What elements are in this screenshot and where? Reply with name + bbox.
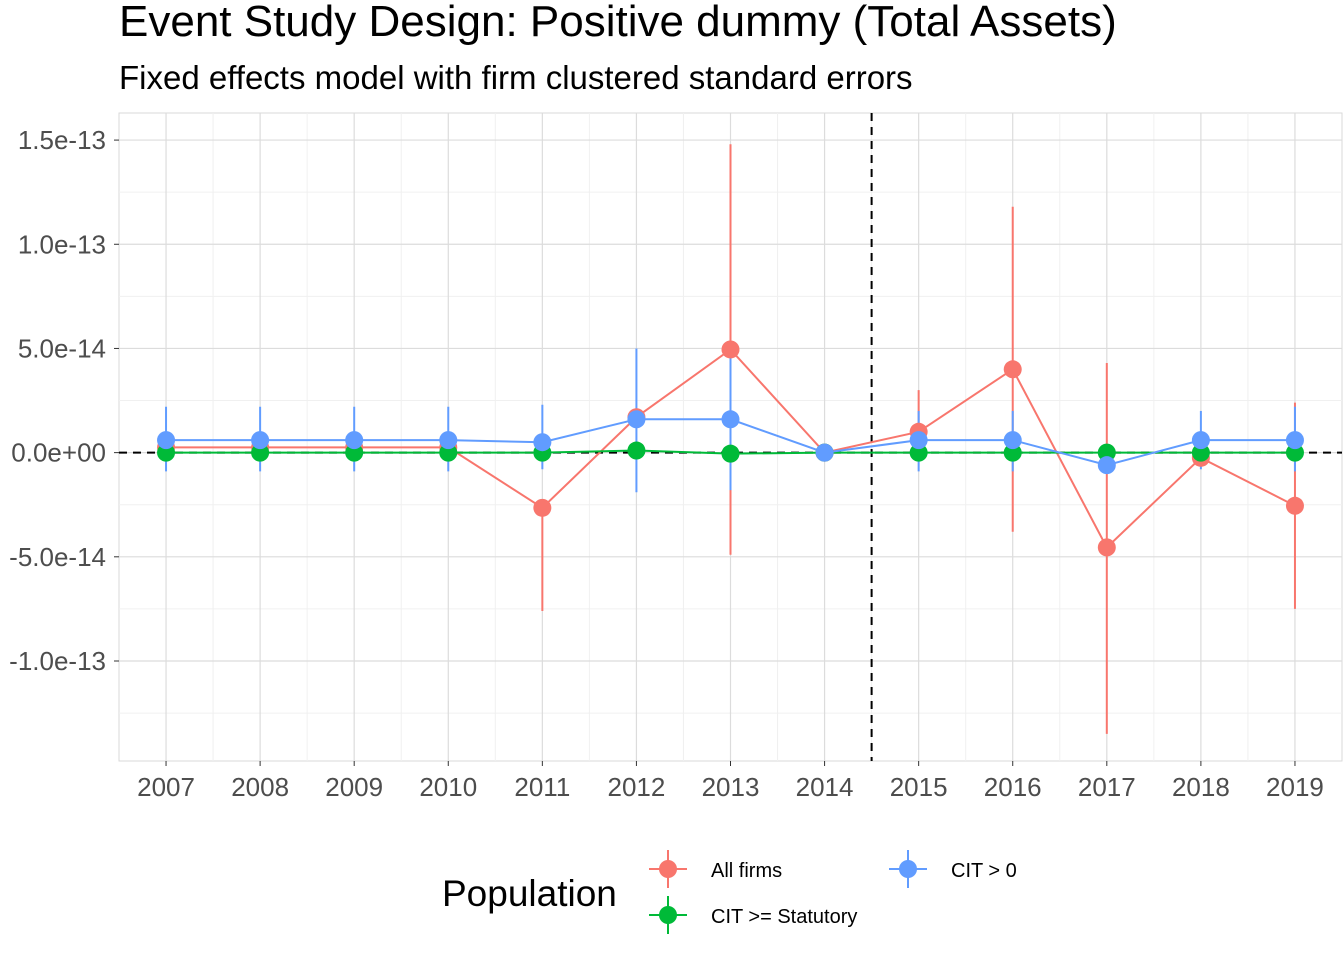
y-tick-label: 1.5e-13: [18, 125, 106, 155]
legend-title: Population: [442, 873, 617, 914]
data-point-cit-statutory: [1285, 443, 1304, 462]
x-tick-label: 2007: [137, 772, 195, 802]
series-points: [157, 340, 1304, 557]
plot-panel: [118, 112, 1343, 762]
data-point-cit-0: [157, 431, 176, 450]
legend-key-point: [659, 860, 677, 878]
data-point-cit-0: [1003, 431, 1022, 450]
data-point-cit-statutory: [909, 443, 928, 462]
data-point-all-firms: [1003, 360, 1022, 379]
x-tick-label: 2014: [796, 772, 854, 802]
data-point-cit-statutory: [345, 443, 364, 462]
legend-key-point: [659, 906, 677, 924]
data-point-cit-statutory: [157, 443, 176, 462]
chart-subtitle: Fixed effects model with firm clustered …: [119, 59, 913, 96]
legend-item-cit-0: CIT > 0: [889, 850, 1017, 888]
legend-label: All firms: [711, 860, 782, 882]
legend-key-point: [899, 860, 917, 878]
x-tick-label: 2010: [419, 772, 477, 802]
data-point-cit-0: [627, 410, 646, 429]
y-axis: 1.5e-13 1.0e-13 5.0e-14 0.0e+00 -5.0e-14 -1.0…: [9, 125, 119, 676]
data-point-cit-statutory: [721, 444, 740, 463]
data-point-cit-0: [1285, 431, 1304, 450]
y-tick-label: 1.0e-13: [18, 229, 106, 259]
y-tick-label: -1.0e-13: [9, 646, 106, 676]
data-point-cit-statutory: [439, 443, 458, 462]
x-tick-label: 2015: [890, 772, 948, 802]
data-point-cit-0: [1191, 431, 1210, 450]
data-point-cit-statutory: [627, 441, 646, 460]
chart-title: Event Study Design: Positive dummy (Tota…: [119, 0, 1117, 46]
legend-item-all-firms: All firms: [649, 850, 782, 888]
y-tick-label: 0.0e+00: [11, 438, 106, 468]
data-point-cit-statutory: [251, 443, 270, 462]
data-point-cit-0: [815, 443, 834, 462]
legend-label: CIT > 0: [951, 860, 1017, 882]
data-point-cit-statutory: [1191, 443, 1210, 462]
y-tick-label: -5.0e-14: [9, 542, 106, 572]
data-point-all-firms: [533, 498, 552, 517]
data-point-cit-0: [1097, 456, 1116, 475]
data-point-cit-statutory: [1003, 443, 1022, 462]
data-point-all-firms: [1097, 538, 1116, 557]
data-point-cit-0: [533, 433, 552, 452]
legend: Population All firms CIT >= Statutory CIT …: [442, 850, 1017, 934]
x-axis: 2007 2008 2009 2010 2011 2012 2013 2014 2015 2016…: [137, 761, 1324, 802]
legend-label: CIT >= Statutory: [711, 906, 857, 928]
x-tick-label: 2009: [325, 772, 383, 802]
x-tick-label: 2019: [1266, 772, 1324, 802]
data-point-all-firms: [1285, 496, 1304, 515]
x-tick-label: 2012: [608, 772, 666, 802]
x-tick-label: 2017: [1078, 772, 1136, 802]
data-point-cit-0: [721, 410, 740, 429]
data-point-all-firms: [721, 340, 740, 359]
data-point-cit-0: [345, 431, 364, 450]
x-tick-label: 2018: [1172, 772, 1230, 802]
x-tick-label: 2016: [984, 772, 1042, 802]
data-point-cit-0: [251, 431, 270, 450]
data-point-cit-0: [909, 431, 928, 450]
y-tick-label: 5.0e-14: [18, 333, 106, 363]
x-tick-label: 2013: [702, 772, 760, 802]
x-tick-label: 2011: [514, 772, 570, 802]
data-point-cit-statutory: [1097, 443, 1116, 462]
legend-keys: All firms CIT >= Statutory CIT > 0: [649, 850, 1017, 934]
legend-item-cit-statutory: CIT >= Statutory: [649, 896, 857, 934]
data-point-cit-0: [439, 431, 458, 450]
x-tick-label: 2008: [231, 772, 289, 802]
